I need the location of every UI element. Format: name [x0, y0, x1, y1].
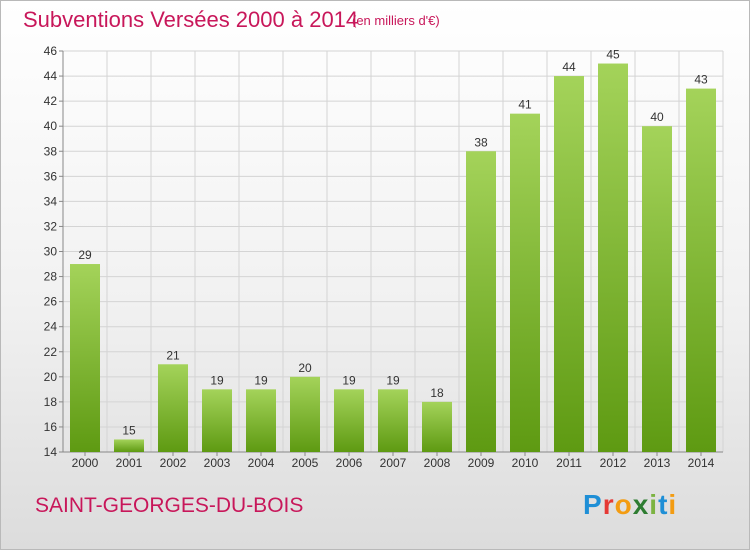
bar-value-label: 19 [386, 373, 400, 387]
y-tick-label: 38 [44, 144, 58, 158]
bar [554, 76, 584, 452]
bar-value-label: 20 [298, 361, 312, 375]
x-tick-label: 2006 [336, 456, 363, 470]
y-tick-label: 46 [44, 44, 58, 58]
logo-letter: r [602, 489, 615, 520]
bar-value-label: 43 [694, 73, 708, 87]
bar [642, 126, 672, 452]
chart-title: Subventions Versées 2000 à 2014 [23, 7, 359, 32]
x-tick-label: 2008 [424, 456, 451, 470]
y-tick-label: 30 [44, 245, 58, 259]
x-tick-label: 2007 [380, 456, 407, 470]
bar [158, 364, 188, 452]
y-tick-label: 16 [44, 420, 58, 434]
y-tick-label: 42 [44, 94, 58, 108]
logo-letter: i [649, 489, 659, 520]
x-tick-label: 2009 [468, 456, 495, 470]
y-tick-label: 28 [44, 270, 58, 284]
y-tick-label: 36 [44, 169, 58, 183]
y-tick-label: 18 [44, 395, 58, 409]
bar-value-label: 15 [122, 423, 136, 437]
bar-value-label: 29 [78, 248, 92, 262]
bar-value-label: 19 [210, 373, 224, 387]
x-tick-label: 2010 [512, 456, 539, 470]
commune-name: SAINT-GEORGES-DU-BOIS [35, 494, 304, 517]
bar-value-label: 44 [562, 60, 576, 74]
bar [114, 439, 144, 452]
bar [466, 151, 496, 452]
logo-letter: i [668, 489, 678, 520]
bar-value-label: 41 [518, 98, 532, 112]
logo-letter: t [658, 489, 669, 520]
bar [422, 401, 452, 452]
x-tick-label: 2013 [644, 456, 671, 470]
y-tick-label: 40 [44, 119, 58, 133]
y-tick-label: 32 [44, 219, 58, 233]
bar-value-label: 19 [254, 373, 268, 387]
logo-letter: P [583, 489, 603, 520]
x-tick-label: 2014 [688, 456, 715, 470]
bar [290, 376, 320, 452]
bar-value-label: 18 [430, 386, 444, 400]
x-tick-label: 2004 [248, 456, 275, 470]
x-tick-label: 2003 [204, 456, 231, 470]
y-tick-label: 44 [44, 69, 58, 83]
bar [202, 389, 232, 452]
y-tick-label: 26 [44, 295, 58, 309]
proxiti-logo: Proxiti [583, 489, 677, 521]
logo-letter: o [614, 489, 633, 520]
bar-value-label: 21 [166, 348, 180, 362]
bar-value-label: 19 [342, 373, 356, 387]
bar-value-label: 45 [606, 48, 620, 62]
bar-value-label: 40 [650, 110, 664, 124]
x-tick-label: 2005 [292, 456, 319, 470]
x-tick-label: 2002 [160, 456, 187, 470]
x-tick-label: 2012 [600, 456, 627, 470]
y-tick-label: 34 [44, 194, 58, 208]
y-tick-label: 20 [44, 370, 58, 384]
y-tick-label: 14 [44, 445, 58, 459]
bar [334, 389, 364, 452]
bar [378, 389, 408, 452]
chart-subtitle: (en milliers d'€) [352, 13, 440, 28]
bar [686, 88, 716, 452]
bar [70, 264, 100, 452]
logo-letter: x [632, 489, 650, 520]
x-tick-label: 2011 [556, 456, 582, 470]
y-tick-label: 24 [44, 320, 58, 334]
bar-value-label: 38 [474, 135, 488, 149]
x-tick-label: 2001 [116, 456, 143, 470]
bar [510, 113, 540, 452]
bar [598, 63, 628, 452]
y-tick-label: 22 [44, 345, 58, 359]
x-tick-label: 2000 [72, 456, 99, 470]
bar [246, 389, 276, 452]
